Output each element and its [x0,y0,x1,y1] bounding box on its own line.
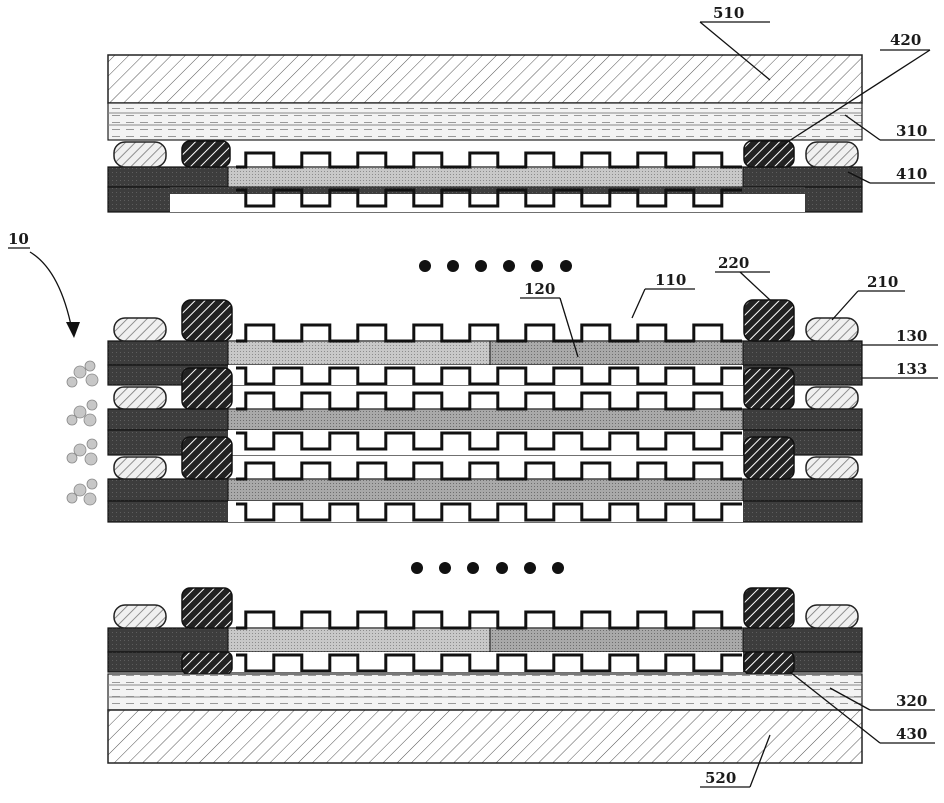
label-130: 130 [896,327,927,345]
top-plate-510 [107,54,863,104]
electrode-wave [236,461,742,481]
label-133: 133 [896,360,927,378]
label-120: 120 [524,280,555,298]
electrode-wave [236,502,742,522]
electrode-wave [236,366,742,386]
bottom-plate-520 [107,709,863,764]
label-410: 410 [896,165,927,183]
label-210: 210 [867,273,898,291]
electrode-wave [236,653,742,673]
electrode-wave [236,151,742,169]
label-420: 420 [890,31,921,49]
bottom-film-320 [107,673,863,711]
reference-labels: 510 420 310 410 10 220 120 110 210 130 1… [8,4,927,787]
bottom-cell [107,587,863,675]
label-220: 220 [718,254,749,272]
electrode-wave [236,610,742,630]
electrolyte-marks [66,360,99,506]
middle-stack [66,299,863,523]
label-10: 10 [8,230,29,248]
label-320: 320 [896,692,927,710]
top-film-310 [107,102,863,141]
ellipsis-top [419,260,572,272]
top-cell [107,140,863,213]
electrode-wave [236,188,742,208]
electrode-wave [236,391,742,411]
electrode-wave [236,323,742,343]
label-110: 110 [655,271,686,289]
leader-lines [8,21,938,788]
label-510: 510 [713,4,744,22]
ellipsis-bottom [411,562,564,574]
label-520: 520 [705,769,736,787]
label-430: 430 [896,725,927,743]
electrode-wave [236,431,742,451]
label-310: 310 [896,122,927,140]
